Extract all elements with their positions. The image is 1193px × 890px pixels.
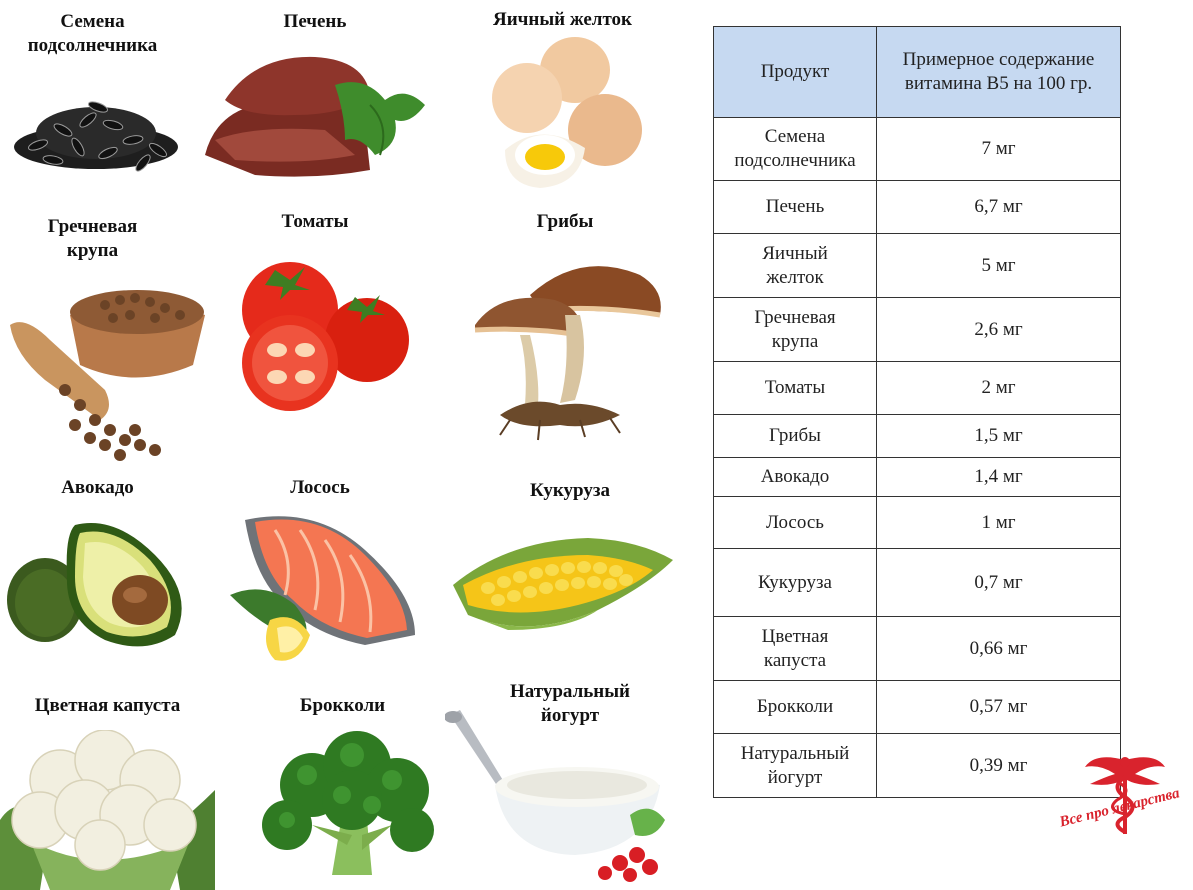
amount-cell: 1,4 мг [876,457,1121,497]
product-cell: Брокколи [713,680,877,734]
product-cell: Яичный желток [713,233,877,298]
avocado-image [7,523,182,647]
food-label-broccoli: Брокколи [299,695,386,716]
amount-cell: 0,57 мг [876,680,1121,734]
table-row: Лосось 1 мг [713,496,1121,549]
liver-image [205,56,425,177]
column-header-product: Продукт [713,26,877,118]
amount-cell: 2,6 мг [876,297,1121,362]
product-cell: Гречневая крупа [713,297,877,362]
product-cell: Натуральный йогурт [713,733,877,798]
food-label-cauliflower: Цветная капуста [34,695,181,716]
table-row: Семена подсолнечника 7 мг [713,117,1121,181]
food-label-avocado: Авокадо [61,477,134,498]
caduceus-logo-icon [1085,757,1165,834]
food-label-liver: Печень [283,11,347,32]
amount-cell: 0,7 мг [876,548,1121,617]
amount-cell: 6,7 мг [876,180,1121,234]
table-row: Брокколи 0,57 мг [713,680,1121,734]
product-cell: Цветная капуста [713,616,877,681]
salmon-image [230,516,415,661]
table-row: Печень 6,7 мг [713,180,1121,234]
food-label-sunflower-seeds: Семена подсолнечника [27,11,158,56]
table-row: Авокадо 1,4 мг [713,457,1121,497]
table-row: Томаты 2 мг [713,361,1121,415]
food-label-buckwheat: Гречневая крупа [47,216,138,261]
food-label-mushrooms: Грибы [536,211,594,232]
tomatoes-image [242,262,409,411]
cauliflower-image [0,730,215,890]
table-row: Кукуруза 0,7 мг [713,548,1121,617]
amount-cell: 1,5 мг [876,414,1121,458]
vitamin-b5-table: Продукт Примерное содержание витамина В5… [713,26,1121,798]
broccoli-image [262,731,434,875]
product-cell: Лосось [713,496,877,549]
amount-cell: 0,39 мг [876,733,1121,798]
food-label-tomatoes: Томаты [281,211,349,232]
food-label-corn: Кукуруза [530,480,610,501]
corn-image [453,538,673,630]
product-cell: Томаты [713,361,877,415]
eggs-image [492,37,642,188]
buckwheat-image [10,290,205,461]
food-label-egg-yolk: Яичный желток [492,9,632,30]
product-cell: Печень [713,180,877,234]
table-row: Яичный желток 5 мг [713,233,1121,298]
column-header-amount: Примерное содержание витамина В5 на 100 … [876,26,1121,118]
mushrooms-image [474,266,661,441]
amount-cell: 1 мг [876,496,1121,549]
amount-cell: 5 мг [876,233,1121,298]
food-label-yogurt: Натуральный йогурт [509,681,631,726]
amount-cell: 0,66 мг [876,616,1121,681]
yogurt-image [445,710,665,882]
sunflower-seeds-image [14,101,178,172]
table-row: Гречневая крупа 2,6 мг [713,297,1121,362]
amount-cell: 2 мг [876,361,1121,415]
table-row: Цветная капуста 0,66 мг [713,616,1121,681]
table-row: Грибы 1,5 мг [713,414,1121,458]
table-row: Натуральный йогурт 0,39 мг [713,733,1121,798]
table-header-row: Продукт Примерное содержание витамина В5… [713,26,1121,118]
product-cell: Грибы [713,414,877,458]
product-cell: Кукуруза [713,548,877,617]
food-label-salmon: Лосось [290,477,350,498]
product-cell: Семена подсолнечника [713,117,877,181]
product-cell: Авокадо [713,457,877,497]
amount-cell: 7 мг [876,117,1121,181]
